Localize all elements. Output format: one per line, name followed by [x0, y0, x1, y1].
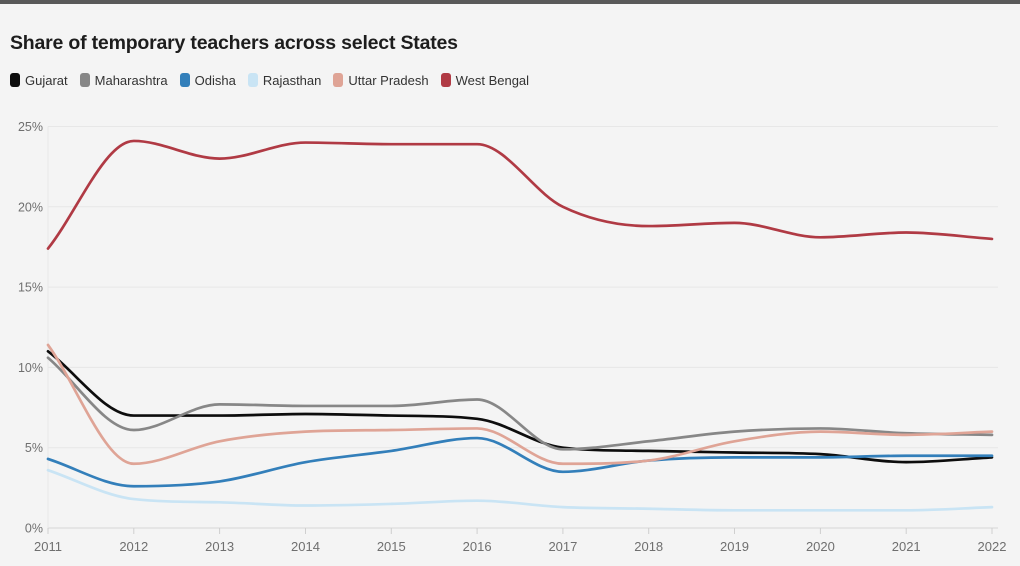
legend-item-maharashtra: Maharashtra — [79, 72, 168, 88]
series-line-gujarat[interactable] — [46, 349, 994, 464]
x-axis-label-2019: 2019 — [720, 539, 749, 554]
legend-label-gujarat: Gujarat — [25, 72, 68, 88]
series-line-west-bengal[interactable] — [46, 139, 994, 250]
x-axis-label-2016: 2016 — [463, 539, 492, 554]
x-axis-label-2011: 2011 — [34, 539, 62, 554]
legend-swatch-gujarat — [10, 73, 20, 87]
y-axis-label-20: 20% — [18, 200, 43, 214]
x-axis-label-2012: 2012 — [119, 539, 148, 554]
top-accent-bar — [0, 0, 1020, 4]
x-axis-label-2017: 2017 — [548, 539, 577, 554]
legend-swatch-rajasthan — [247, 73, 258, 87]
legend-item-gujarat: Gujarat — [10, 73, 68, 87]
chart-legend: Gujarat Maharashtra Odisha Rajasthan Uttar P… — [10, 73, 529, 87]
x-axis-label-2013: 2013 — [205, 539, 234, 554]
y-axis-label-10: 10% — [18, 361, 43, 375]
y-axis-label-15: 15% — [18, 281, 43, 295]
legend-label-odisha: Odisha — [194, 72, 236, 88]
legend-swatch-odisha — [179, 73, 190, 87]
x-axis-label-2014: 2014 — [291, 539, 320, 554]
x-axis-label-2015: 2015 — [377, 539, 406, 554]
legend-item-uttar-pradesh: Uttar Pradesh — [333, 72, 429, 88]
legend-label-uttar-pradesh: Uttar Pradesh — [348, 72, 429, 88]
y-axis-label-25: 25% — [18, 120, 43, 134]
y-axis-label-0: 0% — [25, 522, 43, 536]
legend-item-west-bengal: West Bengal — [440, 72, 530, 88]
legend-swatch-maharashtra — [79, 73, 90, 87]
legend-swatch-uttar-pradesh — [333, 73, 344, 87]
x-axis-label-2021: 2021 — [892, 539, 921, 554]
x-axis-label-2022: 2022 — [978, 539, 1007, 554]
legend-item-odisha: Odisha — [179, 72, 236, 88]
series-line-rajasthan[interactable] — [46, 468, 994, 512]
x-axis-label-2020: 2020 — [806, 539, 835, 554]
legend-item-rajasthan: Rajasthan — [247, 72, 322, 88]
legend-label-west-bengal: West Bengal — [455, 72, 530, 88]
legend-label-rajasthan: Rajasthan — [262, 72, 322, 88]
chart-title: Share of temporary teachers across selec… — [10, 32, 458, 54]
x-axis-label-2018: 2018 — [634, 539, 663, 554]
legend-swatch-west-bengal — [440, 73, 451, 87]
legend-label-maharashtra: Maharashtra — [94, 72, 168, 88]
series-line-maharashtra[interactable] — [46, 356, 994, 451]
y-axis-label-5: 5% — [25, 441, 43, 455]
series-line-odisha[interactable] — [46, 436, 994, 488]
series-line-uttar-pradesh[interactable] — [46, 343, 994, 466]
